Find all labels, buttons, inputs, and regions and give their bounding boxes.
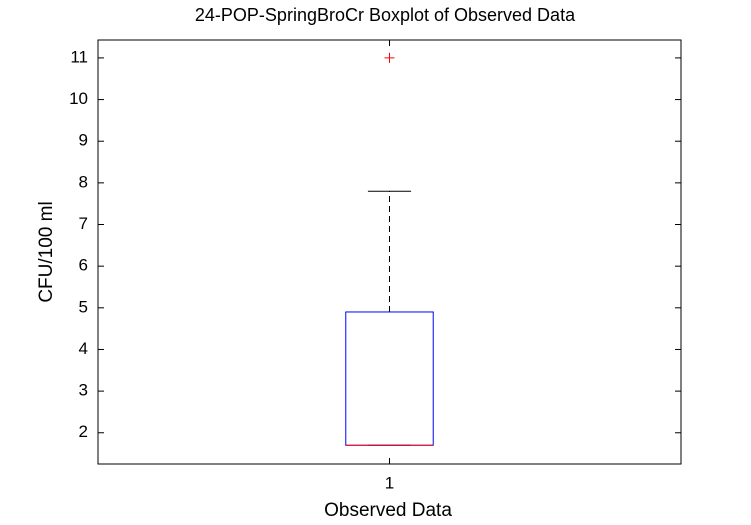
y-tick-label: 10 [69,89,88,108]
y-tick-label: 4 [79,339,88,358]
y-tick-label: 7 [79,214,88,233]
y-tick-label: 3 [79,381,88,400]
outlier [384,52,395,63]
y-tick-label: 8 [79,172,88,191]
x-axis-label: Observed Data [324,500,452,521]
y-tick-label: 9 [79,131,88,150]
y-tick-label: 2 [79,422,88,441]
y-tick-label: 6 [79,256,88,275]
x-tick-label: 1 [385,473,394,492]
y-tick-label: 5 [79,297,88,316]
y-tick-label: 11 [70,47,88,66]
y-axis-label: CFU/100 ml [36,201,57,302]
chart-title: 24-POP-SpringBroCr Boxplot of Observed D… [195,5,576,25]
